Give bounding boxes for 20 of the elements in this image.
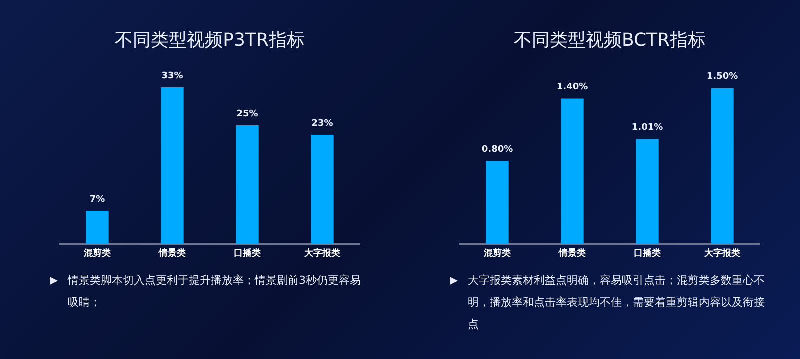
chart-title: 不同类型视频BCTR指标 — [512, 29, 708, 52]
data-label: 23% — [312, 118, 334, 129]
data-label: 1.40% — [556, 82, 588, 93]
text: 大字报类素材利益点明确，容易吸引点击；混剪类多数重心不明，播放率和点击率表现均不佳，需要着重剪辑内容以及衔接点 — [468, 274, 765, 331]
x-tick-label: 情景类 — [158, 248, 186, 259]
text: 情景类脚本切入点更利于提升播放率；情景剧前3秒仍更容易吸睛； — [68, 274, 361, 309]
x-tick-label: 大字报类 — [704, 248, 740, 259]
x-tick-label: 情景类 — [558, 248, 586, 259]
x-tick-label: 混剪类 — [83, 248, 111, 259]
x-tick-label: 混剪类 — [483, 248, 511, 259]
x-tick-label: 口播类 — [634, 248, 661, 259]
data-label: 33% — [162, 71, 184, 82]
x-tick-label: 大字报类 — [304, 248, 340, 259]
x-tick-label: 口播类 — [234, 248, 261, 259]
data-label: 7% — [90, 194, 106, 205]
data-label: 1.01% — [632, 123, 664, 134]
data-label: 25% — [236, 109, 258, 120]
data-label: 0.80% — [482, 144, 514, 155]
data-label: 1.50% — [706, 72, 738, 82]
chart-title: 不同类型视频P3TR指标 — [114, 29, 306, 52]
